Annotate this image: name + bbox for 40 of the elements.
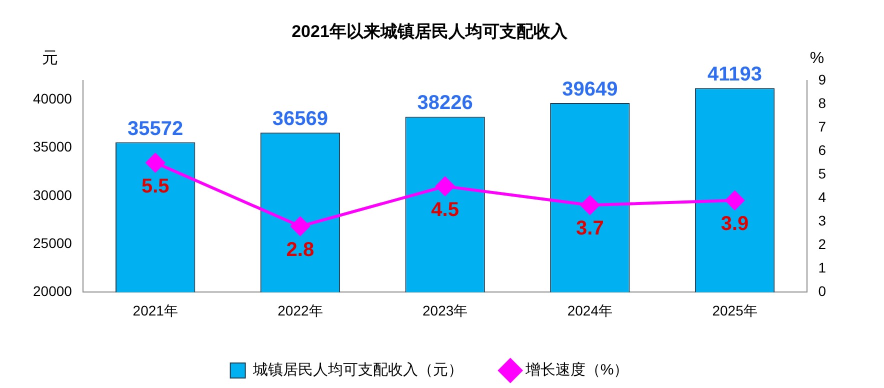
y-tick-label: 35000 <box>32 138 72 155</box>
y-tick-label: 40000 <box>32 90 72 107</box>
data-label: 4.5 <box>431 198 459 221</box>
y2-tick-label: 8 <box>818 94 826 111</box>
x-tick-label: 2023年 <box>422 302 468 318</box>
data-label: 39649 <box>562 78 618 101</box>
x-tick-label: 2025年 <box>712 302 758 318</box>
data-label: 35572 <box>128 118 184 140</box>
x-tick-label: 2021年 <box>132 302 178 318</box>
y2-axis-title: % <box>810 50 824 67</box>
y2-tick-label: 1 <box>818 260 826 276</box>
point <box>725 190 744 210</box>
y-tick-label: 30000 <box>32 186 72 203</box>
point <box>436 176 455 196</box>
chart-title: 2021年以来城镇居民人均可支配收入 <box>292 22 568 41</box>
data-label: 3.7 <box>576 218 604 240</box>
legend-label: 增长速度（%） <box>524 362 629 379</box>
y2-tick-label: 3 <box>818 212 826 228</box>
data-label: 41193 <box>708 64 762 86</box>
y2-tick-label: 5 <box>818 165 826 182</box>
y2-tick-label: 7 <box>818 118 826 134</box>
x-tick-label: 2024年 <box>567 302 613 318</box>
y2-tick-label: 2 <box>818 236 826 252</box>
data-label: 3.9 <box>720 212 749 235</box>
y2-tick-label: 0 <box>818 283 826 300</box>
y-axis-title: 元 <box>42 50 58 67</box>
y2-tick-label: 6 <box>818 142 826 158</box>
data-label: 36569 <box>272 108 328 130</box>
y-tick-label: 25000 <box>32 234 72 251</box>
y-tick-label: 20000 <box>32 283 72 300</box>
y2-tick-label: 9 <box>818 71 826 88</box>
point <box>146 153 165 172</box>
y2-tick-label: 4 <box>818 188 826 205</box>
x-tick-label: 2022年 <box>278 302 323 318</box>
data-label: 5.5 <box>141 175 170 198</box>
point <box>290 216 310 236</box>
point <box>580 196 600 215</box>
legend-label: 城镇居民人均可支配收入（元） <box>252 362 463 379</box>
data-label: 38226 <box>417 92 473 114</box>
data-label: 2.8 <box>286 238 314 261</box>
